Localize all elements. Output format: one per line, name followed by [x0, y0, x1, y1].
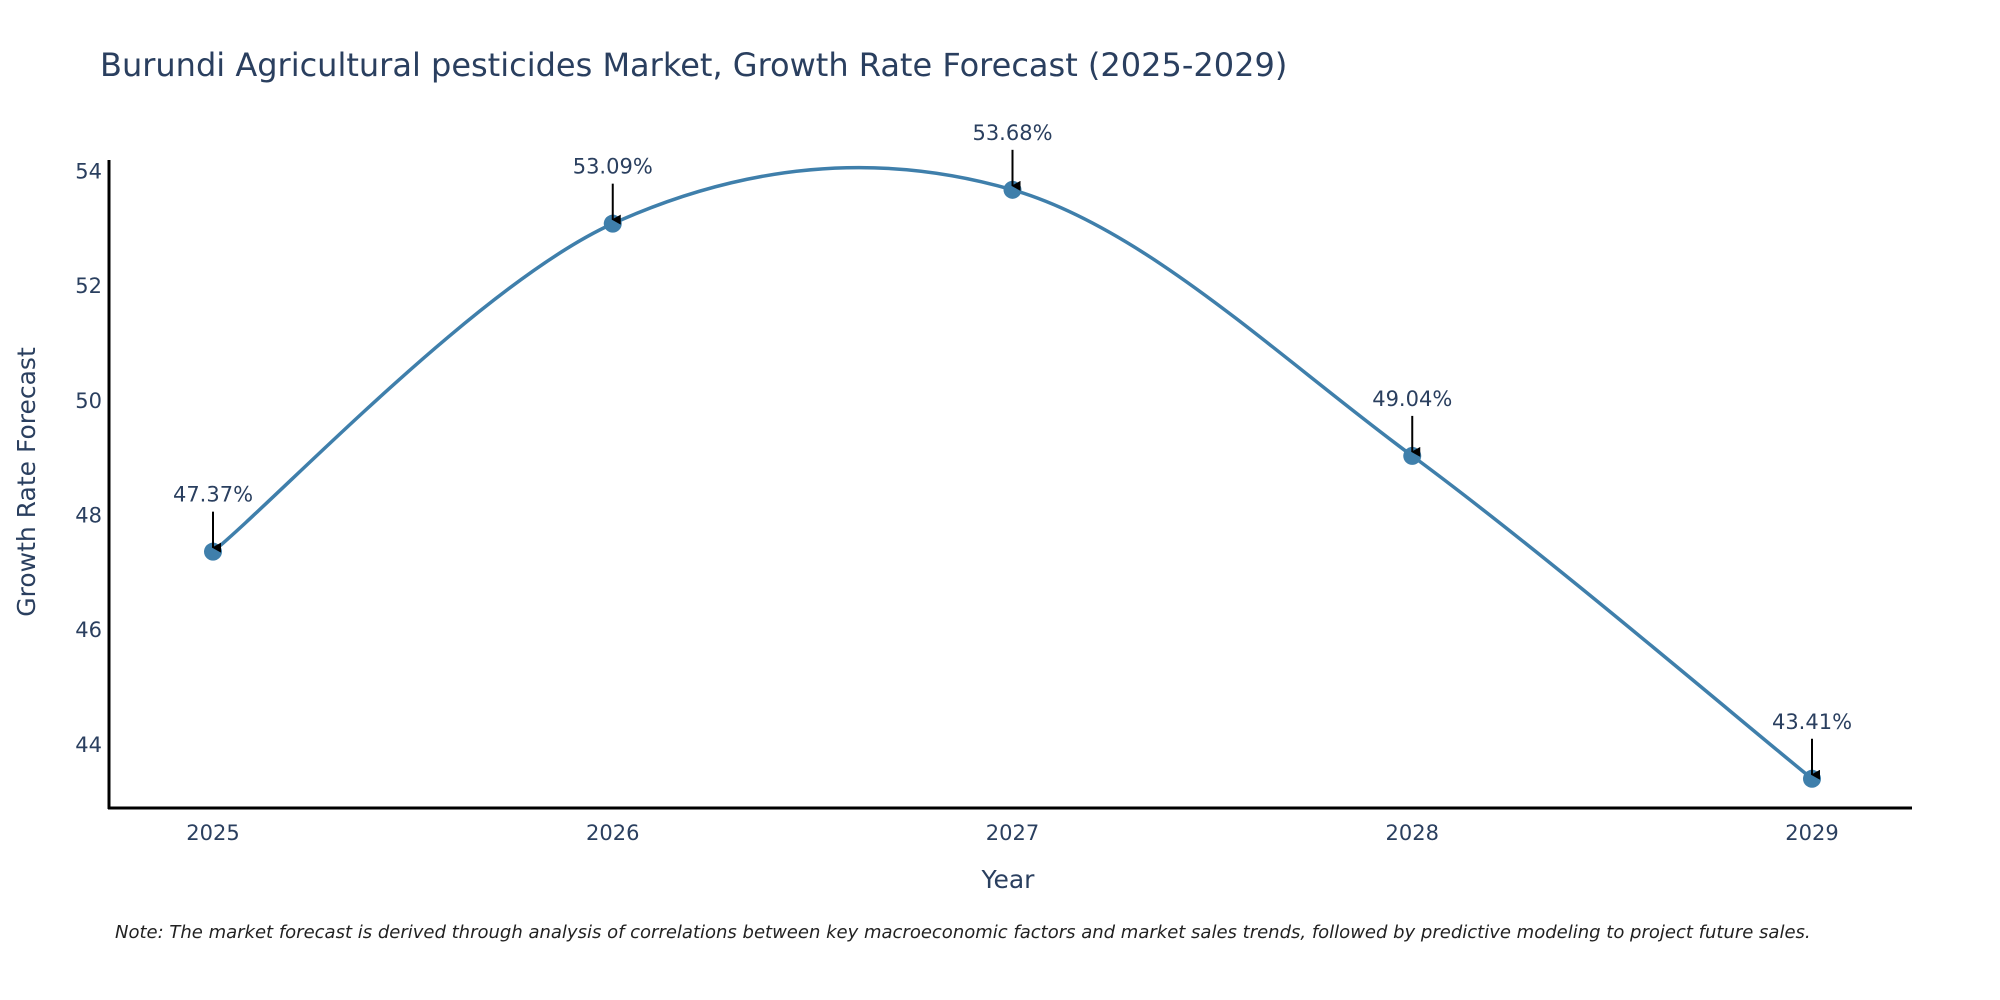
axes: 44 46 48 50 52 54 2025 2026 2027 2028 2029 — [75, 159, 1912, 845]
x-tick-label: 2027 — [986, 821, 1039, 845]
y-tick-label: 46 — [75, 618, 102, 642]
annotation-layer: 47.37% 53.09% 53.68% 49.04% 43.41% — [173, 121, 1852, 780]
series-line-layer — [204, 165, 1821, 788]
y-tick-label: 50 — [75, 389, 102, 413]
data-label-2025: 47.37% — [173, 483, 253, 507]
y-tick-label: 44 — [75, 733, 102, 757]
y-tick-label: 52 — [75, 274, 102, 298]
chart-note: Note: The market forecast is derived thr… — [115, 922, 1811, 943]
x-tick-label: 2026 — [586, 821, 639, 845]
x-tick-label: 2025 — [186, 821, 239, 845]
y-tick-label: 54 — [75, 159, 102, 183]
y-tick-label: 48 — [75, 504, 102, 528]
data-label-2028: 49.04% — [1372, 387, 1452, 411]
series-line — [211, 165, 1814, 781]
x-tick-label: 2028 — [1386, 821, 1439, 845]
data-label-2027: 53.68% — [972, 121, 1052, 145]
data-label-2026: 53.09% — [573, 155, 653, 179]
chart-title: Burundi Agricultural pesticides Market, … — [100, 46, 1288, 84]
y-axis-title: Growth Rate Forecast — [12, 347, 41, 617]
data-label-2029: 43.41% — [1772, 710, 1852, 734]
x-axis-title: Year — [981, 865, 1036, 894]
x-tick-label: 2029 — [1785, 821, 1838, 845]
